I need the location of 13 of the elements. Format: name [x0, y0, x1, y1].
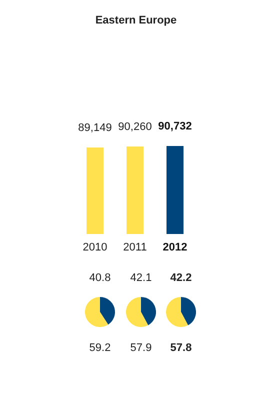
x-tick-label: 2010	[82, 242, 108, 254]
data-label: 42.1	[130, 272, 152, 284]
data-label: 57.8	[170, 342, 192, 354]
data-label: 89,149	[78, 122, 112, 134]
x-tick-label: 2012	[162, 242, 188, 254]
data-label: 90,732	[158, 120, 192, 132]
data-label: 59.2	[89, 342, 111, 354]
data-label: 42.2	[170, 272, 192, 284]
data-label: 57.9	[130, 342, 152, 354]
x-tick-label: 2011	[123, 242, 147, 254]
data-label: 40.8	[89, 272, 111, 284]
data-label: 90,260	[118, 120, 152, 133]
chart-title: Eastern Europe	[95, 14, 177, 26]
